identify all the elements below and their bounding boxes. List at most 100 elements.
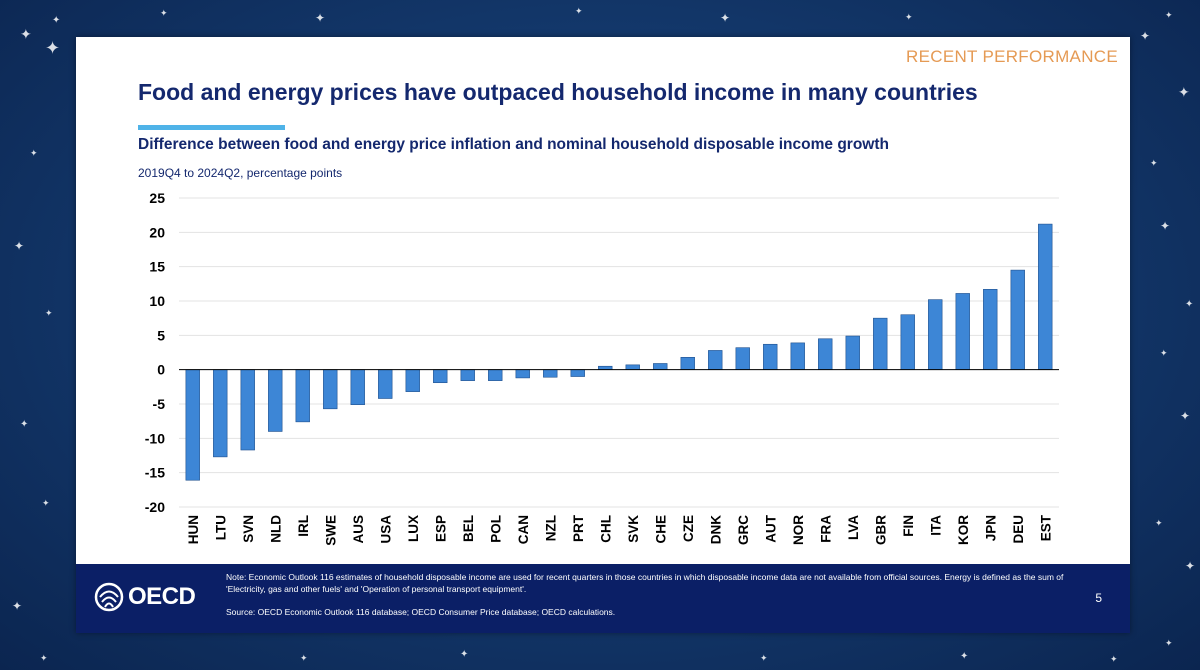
x-category-label: ITA (928, 515, 943, 536)
bar (488, 369, 503, 381)
star-sparkle-icon: ✦ (960, 651, 969, 662)
x-category-label: FIN (901, 515, 916, 537)
bar (708, 350, 723, 370)
bar (185, 369, 200, 481)
bar (928, 299, 943, 370)
bar (763, 343, 778, 370)
bar (625, 364, 640, 370)
bar (653, 363, 668, 370)
star-sparkle-icon: ✦ (1150, 159, 1158, 169)
bar (570, 369, 585, 377)
x-category-label: GRC (736, 515, 751, 545)
star-sparkle-icon: ✦ (1160, 349, 1168, 359)
x-category-label: NOR (791, 515, 806, 545)
star-sparkle-icon: ✦ (1185, 299, 1194, 310)
star-sparkle-icon: ✦ (315, 11, 326, 25)
x-category-label: HUN (186, 515, 201, 544)
y-tick-label: -15 (145, 465, 165, 481)
bar (350, 369, 365, 405)
footer-source: Source: OECD Economic Outlook 116 databa… (226, 607, 616, 617)
star-sparkle-icon: ✦ (160, 9, 168, 19)
x-category-label: CHE (653, 515, 668, 544)
title-accent-rule (138, 125, 285, 130)
star-sparkle-icon: ✦ (30, 149, 38, 159)
slide: RECENT PERFORMANCE Food and energy price… (76, 37, 1130, 633)
star-sparkle-icon: ✦ (1180, 409, 1191, 423)
x-category-label: NZL (543, 515, 558, 541)
oecd-globe-icon (94, 582, 124, 612)
x-category-label: ESP (433, 515, 448, 542)
x-category-label: LTU (213, 515, 228, 540)
star-sparkle-icon: ✦ (20, 27, 32, 43)
x-category-label: FRA (818, 515, 833, 543)
section-label: RECENT PERFORMANCE (906, 47, 1118, 66)
bar (323, 369, 338, 410)
star-sparkle-icon: ✦ (300, 654, 308, 664)
bar (873, 317, 888, 370)
star-sparkle-icon: ✦ (1110, 655, 1118, 665)
star-sparkle-icon: ✦ (14, 239, 25, 253)
oecd-logo[interactable]: OECD (94, 582, 196, 612)
y-tick-label: 10 (149, 293, 165, 309)
star-sparkle-icon: ✦ (1185, 559, 1196, 573)
star-sparkle-icon: ✦ (720, 11, 731, 25)
x-category-label: JPN (983, 515, 998, 541)
x-category-label: KOR (956, 515, 971, 545)
star-sparkle-icon: ✦ (1165, 639, 1173, 649)
bar-chart: 25 20 15 10 5 0 -5 -10 -15 -20 HUN LTU SVN NLD IRL SWE A… (145, 190, 1059, 546)
bar (845, 335, 860, 370)
y-tick-label: 5 (157, 327, 165, 343)
x-category-label: AUT (763, 514, 778, 542)
bar (1010, 269, 1025, 370)
x-category-label: CZE (681, 515, 696, 542)
x-category-label: GBR (873, 515, 888, 545)
oecd-logo-text: OECD (128, 583, 196, 610)
x-category-label: SVK (626, 515, 641, 543)
x-category-label: USA (378, 515, 393, 544)
x-category-label: DEU (1011, 515, 1026, 544)
x-category-label: IRL (296, 515, 311, 537)
footer: OECD Note: Economic Outlook 116 estimate… (76, 564, 1130, 633)
bar (460, 369, 475, 381)
star-sparkle-icon: ✦ (52, 15, 61, 26)
y-tick-label: -20 (145, 499, 165, 515)
star-sparkle-icon: ✦ (45, 38, 61, 59)
star-sparkle-icon: ✦ (1155, 519, 1163, 529)
star-sparkle-icon: ✦ (20, 419, 29, 430)
footer-note: Note: Economic Outlook 116 estimates of … (226, 572, 1064, 594)
star-sparkle-icon: ✦ (1160, 219, 1171, 233)
x-category-label: PRT (571, 514, 586, 542)
bar (598, 365, 613, 370)
chart-subtitle: Difference between food and energy price… (138, 136, 889, 153)
bar (983, 289, 998, 370)
page-number: 5 (1095, 591, 1102, 605)
y-tick-label: -10 (145, 430, 165, 446)
y-tick-label: 0 (157, 362, 165, 378)
star-sparkle-icon: ✦ (40, 654, 48, 664)
x-category-label: AUS (351, 515, 366, 544)
bar (543, 369, 558, 378)
star-sparkle-icon: ✦ (42, 499, 50, 509)
y-tick-label: 15 (149, 259, 165, 275)
x-category-label: BEL (461, 515, 476, 542)
x-category-label: SWE (323, 515, 338, 546)
star-sparkle-icon: ✦ (45, 309, 53, 319)
x-category-label: DNK (708, 515, 723, 544)
star-sparkle-icon: ✦ (575, 7, 583, 17)
x-category-label: LUX (406, 515, 421, 542)
star-sparkle-icon: ✦ (12, 599, 23, 613)
star-sparkle-icon: ✦ (905, 13, 913, 23)
x-category-label: NLD (268, 515, 283, 543)
bar (1038, 223, 1053, 370)
bar (268, 369, 283, 432)
bar (900, 314, 915, 370)
x-category-label: SVN (241, 515, 256, 543)
x-category-label: POL (488, 515, 503, 543)
bar (433, 369, 448, 384)
bar (515, 369, 530, 379)
x-category-label: EST (1038, 514, 1053, 541)
y-tick-label: 25 (149, 190, 165, 206)
star-sparkle-icon: ✦ (460, 649, 469, 660)
x-category-label: LVA (846, 515, 861, 540)
star-sparkle-icon: ✦ (1140, 29, 1151, 43)
